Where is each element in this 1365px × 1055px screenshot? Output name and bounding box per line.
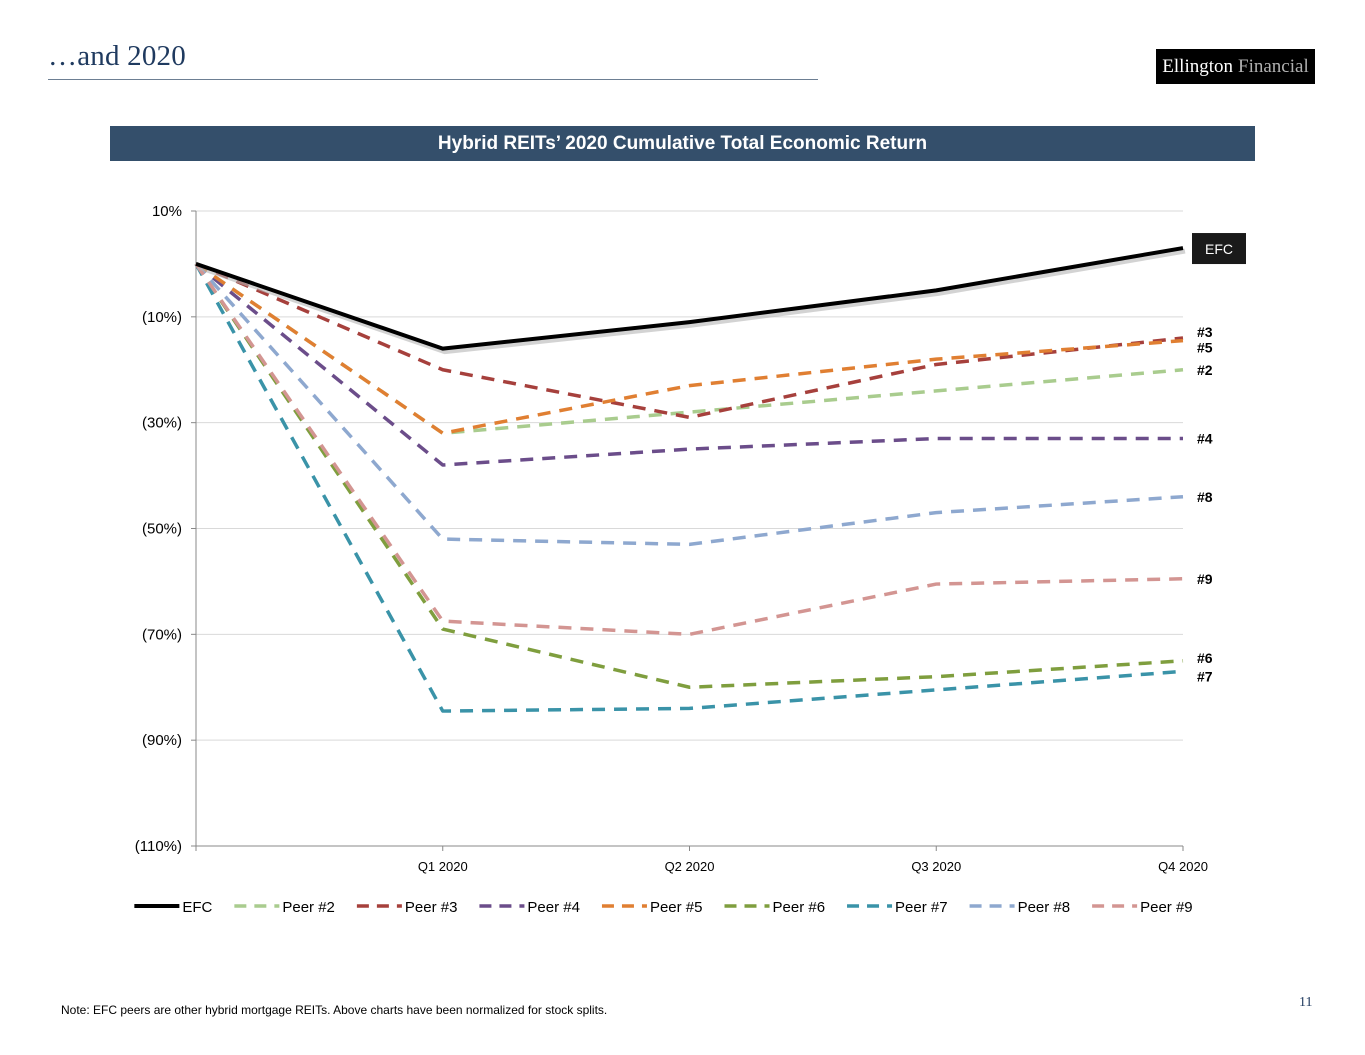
end-label: #8: [1197, 489, 1213, 505]
y-tick-label: (110%): [135, 838, 182, 855]
series-shadow-efc: [197, 248, 1186, 355]
end-label: #6: [1197, 650, 1213, 666]
slide-title: …and 2020: [48, 40, 186, 72]
company-logo: Ellington Financial: [1156, 49, 1315, 84]
chart-title: Hybrid REITs’ 2020 Cumulative Total Econ…: [437, 132, 928, 154]
footnote: Note: EFC peers are other hybrid mortgag…: [61, 1003, 608, 1017]
end-label: #9: [1197, 571, 1213, 587]
end-label: #2: [1197, 362, 1213, 378]
legend-label: Peer #3: [405, 899, 458, 916]
end-label: #4: [1197, 431, 1213, 447]
legend-label: Peer #4: [527, 899, 580, 916]
series-line-efc: [195, 246, 1184, 351]
y-tick-label: 10%: [152, 203, 182, 220]
end-label-efc-box: EFC: [1192, 233, 1246, 265]
page-number: 11: [1299, 995, 1313, 1010]
x-tick-label: Q4 2020: [1158, 859, 1208, 874]
end-labels: EFC #2 #3 #4 #5 #6 #7 #8 #9: [1192, 233, 1246, 684]
end-label: #5: [1197, 340, 1213, 356]
legend-label: Peer #2: [282, 899, 335, 916]
legend-label: Peer #6: [773, 899, 826, 916]
chart-title-banner: Hybrid REITs’ 2020 Cumulative Total Econ…: [110, 126, 1255, 161]
end-label: #7: [1197, 668, 1213, 684]
series-line-peer-3: [195, 262, 1184, 420]
end-label-efc-bg: [1192, 233, 1246, 265]
series-line-peer-9: [194, 262, 1184, 637]
legend-label: Peer #7: [895, 899, 948, 916]
y-tick-label: (30%): [142, 415, 182, 432]
logo-primary-text: Ellington: [1162, 55, 1234, 77]
y-tick-label: (10%): [142, 309, 182, 326]
x-tick-label: Q2 2020: [665, 859, 715, 874]
series-line-peer-6: [194, 262, 1184, 689]
title-divider: [48, 79, 818, 80]
series-lines: [194, 246, 1186, 713]
gridlines: [196, 210, 1183, 741]
legend-label: Peer #5: [650, 899, 703, 916]
logo-secondary-text: Financial: [1238, 55, 1309, 77]
x-tick-label: Q1 2020: [418, 859, 468, 874]
legend-label: Peer #9: [1140, 899, 1193, 916]
legend-label: Peer #8: [1018, 899, 1071, 916]
y-tick-label: (70%): [142, 626, 182, 643]
end-label-efc: EFC: [1205, 241, 1233, 257]
series-line-peer-2: [195, 262, 1184, 435]
legend-label: EFC: [182, 899, 212, 916]
series-line-peer-7: [194, 263, 1184, 713]
y-tick-label: (50%): [142, 521, 182, 538]
series-line-peer-5: [195, 262, 1184, 435]
y-tick-label: (90%): [142, 732, 182, 749]
axes: 10% (10%) (30%) (50%) (70%) (90%) (110%) Q1 202…: [135, 203, 1208, 874]
series-line-peer-8: [194, 262, 1184, 547]
x-tick-label: Q3 2020: [911, 859, 961, 874]
legend: EFC Peer #2 Peer #3 Peer #4 Peer #5 Peer #6 Pe…: [134, 899, 1193, 916]
end-label: #3: [1197, 324, 1213, 340]
